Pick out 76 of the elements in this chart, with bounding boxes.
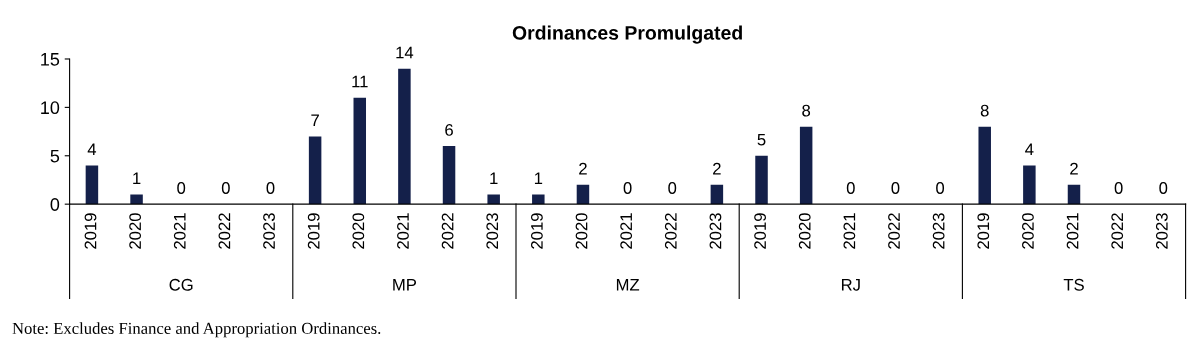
x-tick-label: 2023 — [263, 213, 275, 249]
x-tick-label: 2021 — [1066, 213, 1079, 249]
x-tick-label: 2019 — [307, 213, 320, 249]
x-tick-label: 2019 — [84, 213, 97, 249]
data-label: 2 — [1070, 162, 1078, 175]
text: RJ — [841, 279, 860, 291]
bar — [1067, 184, 1081, 205]
x-tick-label: 2023 — [709, 213, 722, 249]
x-tick-label: 2022 — [441, 213, 454, 249]
bar — [576, 184, 590, 205]
x-tick-label: 2020 — [575, 213, 588, 249]
bar — [353, 97, 367, 205]
x-tick-label: 2022 — [664, 213, 677, 249]
data-label: 4 — [87, 143, 97, 156]
text: MP — [393, 279, 417, 291]
bar — [710, 184, 724, 205]
data-label: 4 — [1025, 143, 1034, 156]
bar — [308, 136, 322, 205]
x-tick-label: 2019 — [977, 213, 990, 249]
chart-title: Ordinances Promulgated — [512, 25, 742, 44]
y-tick-label: 0 — [50, 198, 60, 211]
data-label: 8 — [802, 104, 811, 117]
data-label: 11 — [352, 75, 368, 88]
data-label: 0 — [177, 182, 186, 194]
x-tick-label: 2020 — [129, 213, 142, 249]
x-tick-label: 2023 — [932, 213, 945, 249]
data-label: 0 — [936, 182, 945, 194]
data-label: 0 — [891, 182, 900, 194]
y-tick-label: 15 — [41, 53, 60, 66]
text: CG — [169, 278, 193, 291]
data-label: 1 — [534, 172, 543, 185]
data-label: 0 — [1159, 182, 1168, 194]
x-tick-label: 2020 — [1022, 213, 1034, 249]
x-tick-label: 2021 — [843, 213, 856, 249]
bar — [978, 126, 991, 205]
data-label: 2 — [713, 162, 721, 175]
bar — [755, 155, 768, 205]
bar — [398, 68, 411, 205]
x-tick-label: 2020 — [798, 213, 811, 249]
bar — [532, 194, 545, 205]
bar — [85, 165, 99, 205]
text: Note: Excludes Finance and Appropriation Ordinances. — [12, 322, 381, 338]
data-label: 6 — [445, 124, 453, 136]
data-label: 0 — [846, 182, 855, 194]
data-label: 2 — [579, 162, 587, 175]
data-label: 1 — [490, 172, 498, 185]
data-label: 0 — [1114, 182, 1123, 194]
bar — [442, 146, 456, 205]
data-label: 8 — [980, 104, 989, 117]
x-tick-label: 2021 — [620, 213, 633, 249]
data-label: 1 — [133, 172, 141, 185]
x-tick-label: 2020 — [352, 213, 365, 249]
data-label: 0 — [668, 182, 677, 194]
data-label: 14 — [396, 46, 414, 59]
data-label: 0 — [221, 182, 230, 194]
bar — [130, 194, 143, 205]
x-tick-label: 2021 — [397, 213, 409, 249]
data-label: 0 — [623, 182, 632, 194]
y-tick-label: 5 — [50, 149, 60, 163]
x-tick-label: 2019 — [754, 213, 766, 249]
bar — [487, 194, 500, 205]
y-tick-label: 10 — [41, 101, 60, 115]
text: TS — [1063, 278, 1084, 291]
text: MZ — [616, 279, 640, 291]
x-tick-label: 2023 — [1155, 213, 1168, 249]
data-label: 7 — [311, 114, 319, 127]
data-label: 0 — [266, 182, 275, 194]
x-tick-label: 2022 — [218, 213, 231, 249]
x-tick-label: 2023 — [486, 213, 499, 249]
x-tick-label: 2019 — [530, 213, 543, 249]
data-label: 5 — [757, 133, 766, 146]
x-tick-label: 2022 — [1111, 213, 1124, 249]
x-tick-label: 2021 — [173, 213, 186, 249]
x-tick-label: 2022 — [888, 213, 900, 249]
bar — [1023, 165, 1036, 205]
bar — [799, 126, 813, 205]
